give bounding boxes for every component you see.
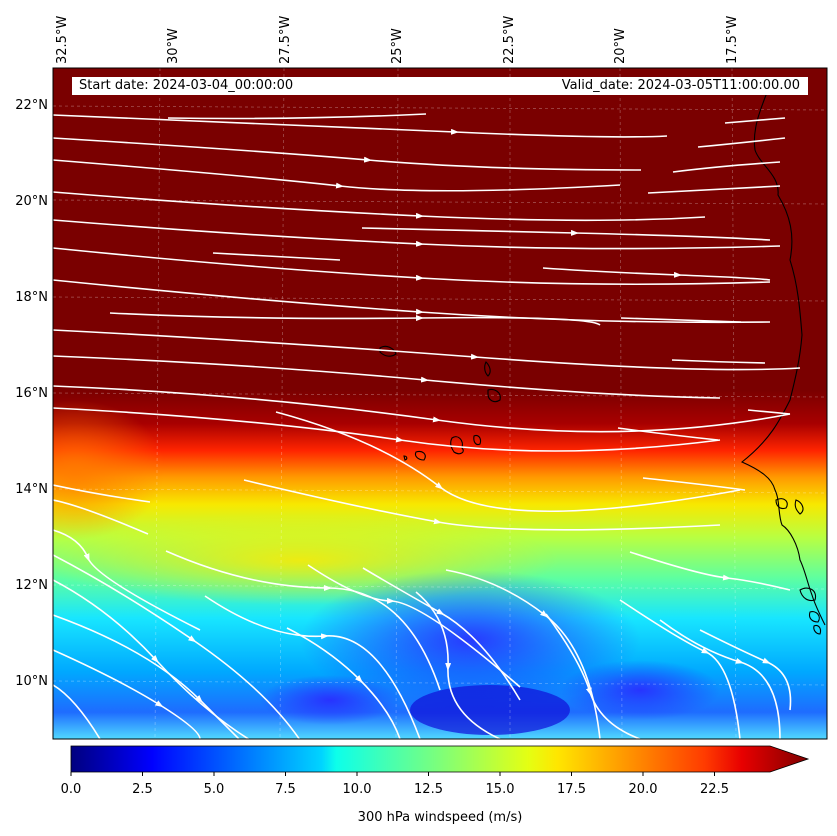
lat-label-16n: 16°N [15,386,48,401]
colorbar-tick-2-5: 2.5 [132,782,153,797]
colorbar-tick-10: 10.0 [342,782,372,797]
date-info-box: Start date: 2024-03-04_00:00:00 Valid_da… [72,77,808,95]
slow-wind-area-west [260,675,400,725]
jet-core-west [53,400,165,540]
lon-label-27-5w: 27.5°W [278,15,293,64]
lon-label-30w: 30°W [166,28,181,64]
lon-label-20w: 20°W [613,28,628,64]
lat-label-20n: 20°N [15,194,48,209]
lon-label-17-5w: 17.5°W [725,15,740,64]
colorbar-label: 300 hPa windspeed (m/s) [357,810,523,825]
lat-label-18n: 18°N [15,290,48,305]
coastline [379,89,826,635]
colorbar-tick-15: 15.0 [485,782,515,797]
colorbar-tick-12-5: 12.5 [414,782,443,797]
lon-label-25w: 25°W [390,28,405,64]
streamlines [53,113,801,739]
lat-label-12n: 12°N [15,578,48,593]
colorbar-tick-0: 0.0 [60,782,82,797]
colorbar-tick-17-5: 17.5 [557,782,586,797]
lon-label-32-5w: 32.5°W [55,15,70,64]
slow-wind-area-east [560,660,720,720]
lat-label-14n: 14°N [15,482,48,497]
colorbar-tick-20: 20.0 [628,782,658,797]
lat-label-22n: 22°N [15,98,48,113]
valid-date-text: Valid_date: 2024-03-05T11:00:00.00 [561,78,800,93]
start-date-text: Start date: 2024-03-04_00:00:00 [79,78,294,93]
map-frame [52,67,828,740]
lat-label-10n: 10°N [15,674,48,689]
colorbar-tick-22-5: 22.5 [700,782,729,797]
gridlines [53,68,827,739]
colorbar [70,745,810,776]
colorbar-tick-7-5: 7.5 [275,782,296,797]
colorbar-tick-5: 5.0 [203,782,225,797]
slow-wind-area-south [410,685,570,735]
lon-label-22-5w: 22.5°W [502,15,517,64]
